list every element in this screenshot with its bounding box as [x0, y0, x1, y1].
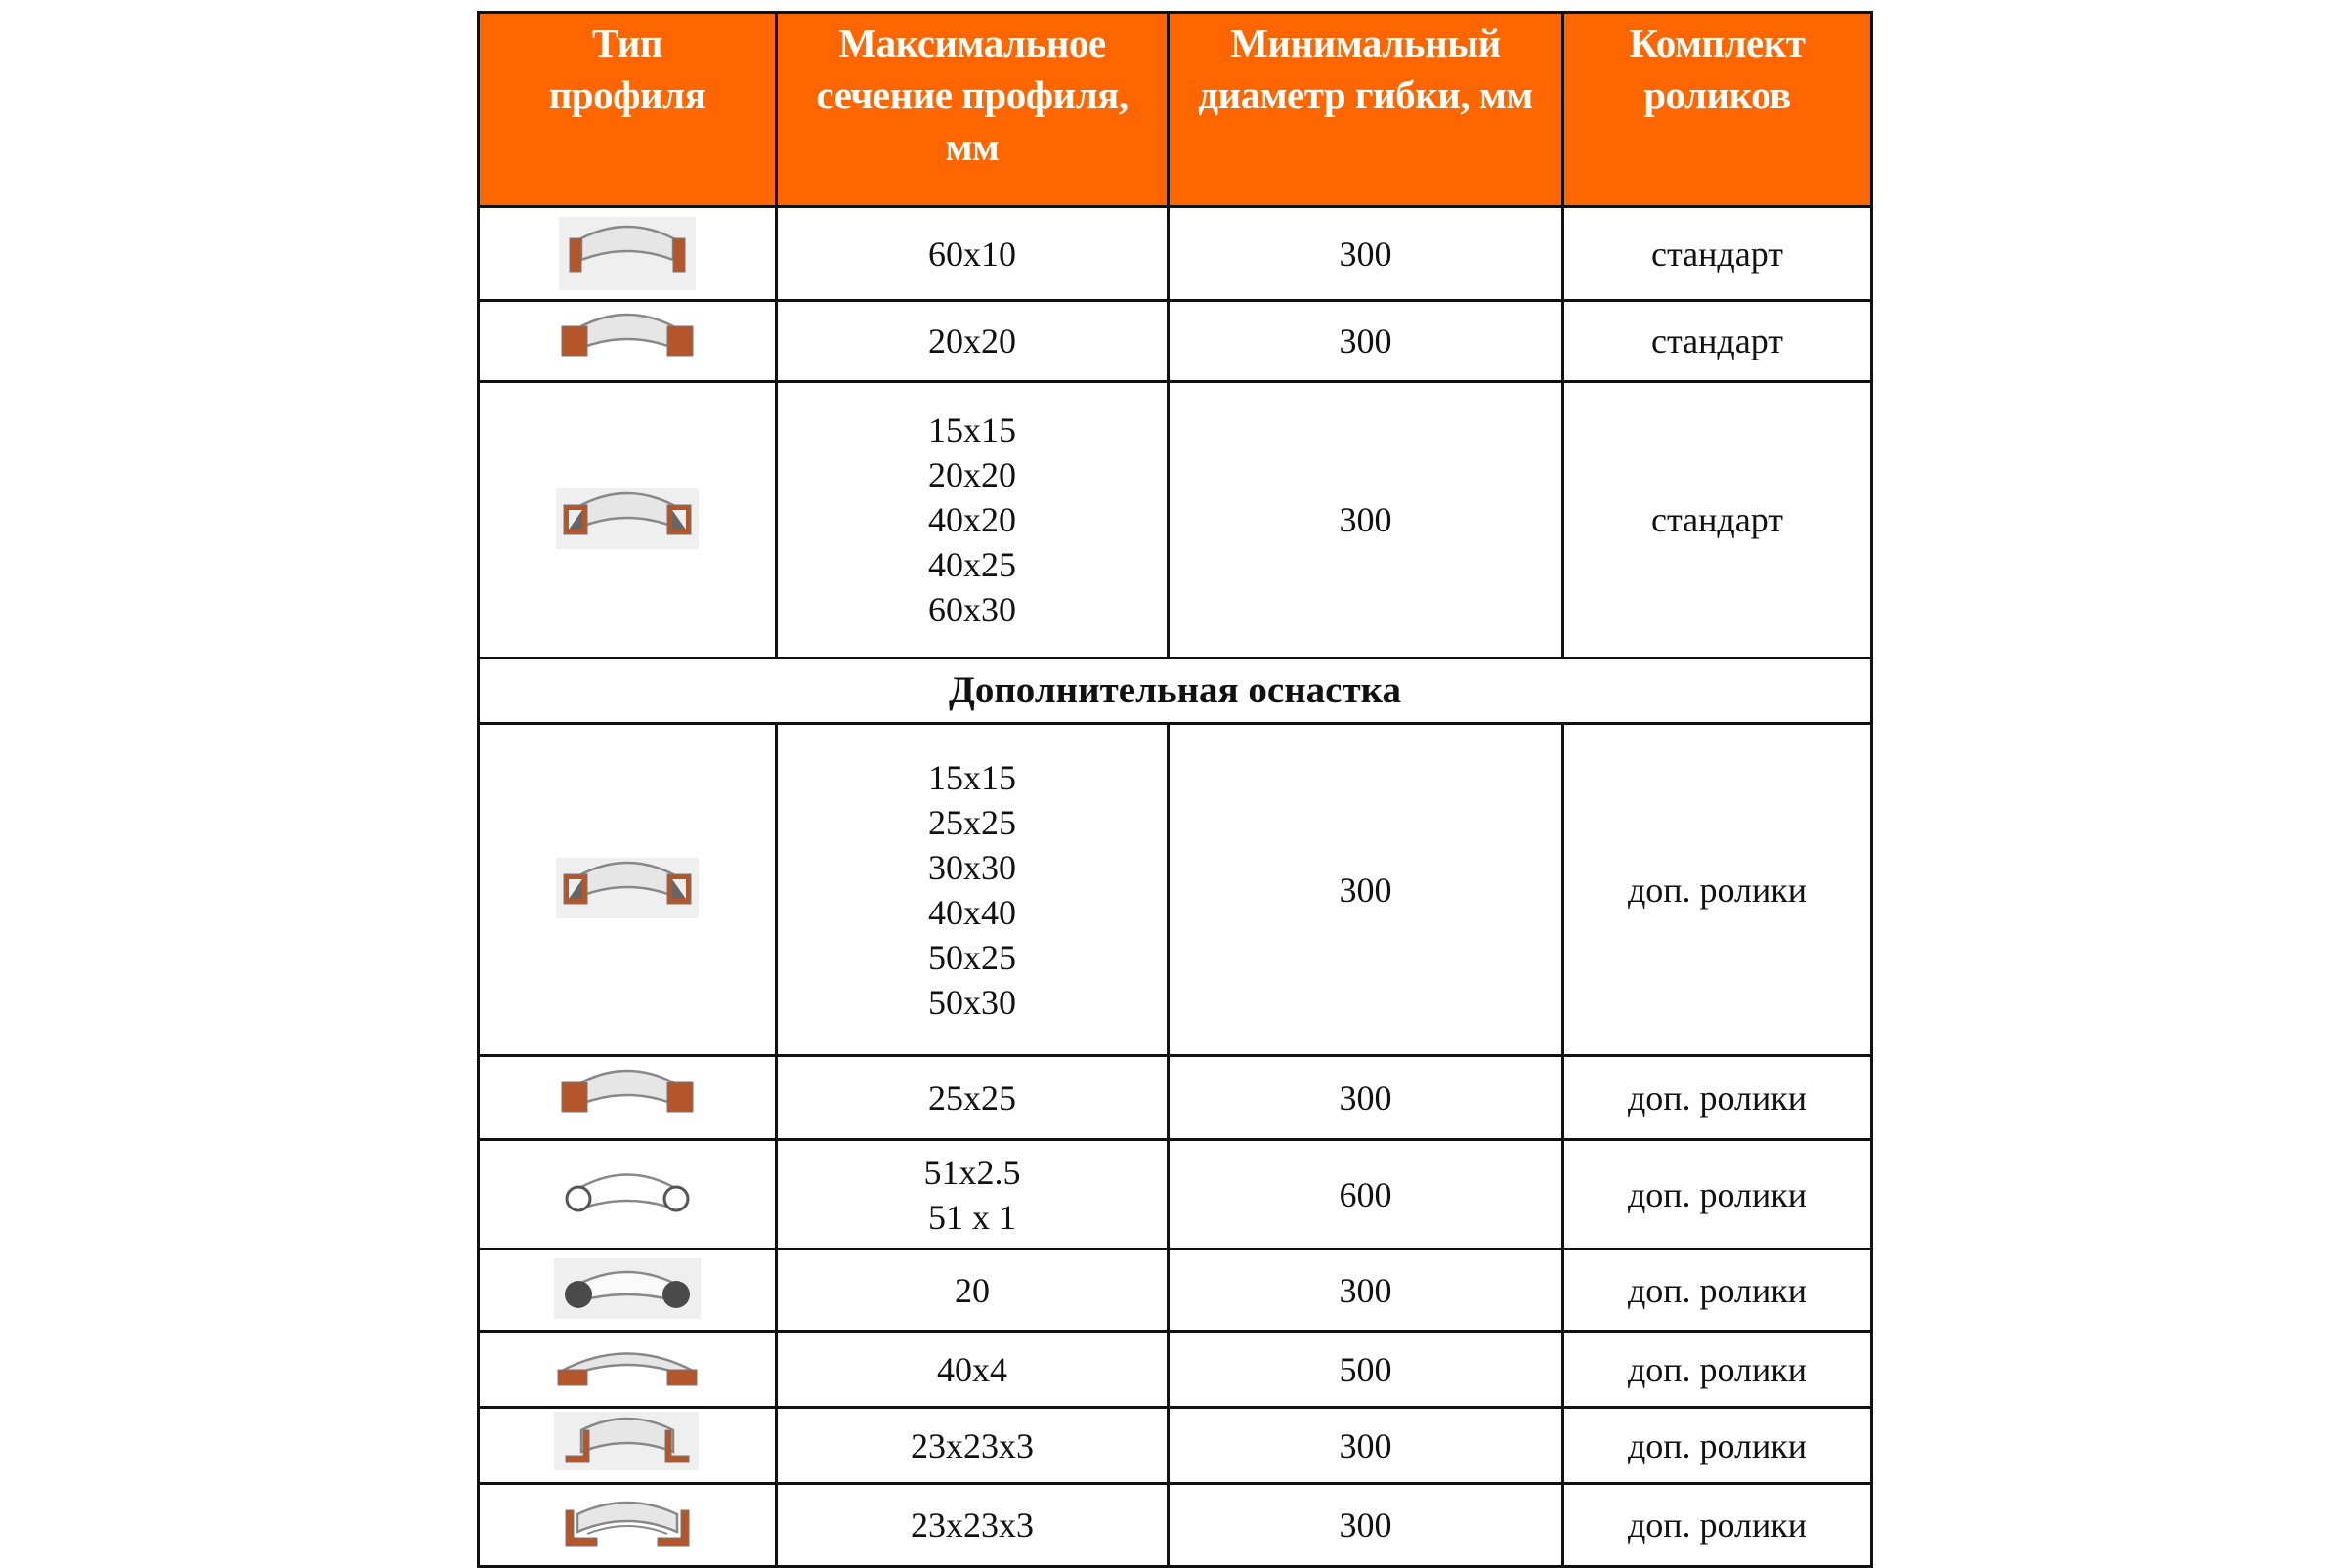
angle-in-icon	[565, 1501, 690, 1546]
section-value: 30x30	[928, 847, 1016, 887]
section-value: 15x15	[928, 410, 1016, 449]
profile-type-cell	[477, 1054, 778, 1141]
profile-type-cell	[477, 299, 778, 383]
profile-type-cell	[477, 380, 778, 659]
min-diameter-cell: 600	[1167, 1138, 1564, 1250]
max-section-cell: 60x10	[775, 205, 1170, 302]
roller-set-cell: доп. ролики	[1561, 1330, 1873, 1409]
section-value: 20	[955, 1270, 990, 1310]
min-diameter-cell: 500	[1167, 1330, 1564, 1409]
roller-set-cell: доп. ролики	[1561, 1482, 1873, 1568]
header-row: Тип профиля Максимальное сечение профиля…	[477, 11, 1873, 208]
section-value: 50x25	[928, 937, 1016, 977]
section-value: 25x25	[928, 802, 1016, 842]
profile-type-cell	[477, 1330, 778, 1409]
table-row: 23x23x3 300 доп. ролики	[477, 1482, 1873, 1568]
section-title: Дополнительная оснастка	[477, 657, 1873, 725]
profile-type-cell	[477, 205, 778, 302]
roller-set-cell: стандарт	[1561, 380, 1873, 659]
profile-type-cell	[477, 1138, 778, 1250]
section-value: 60x10	[928, 233, 1016, 274]
roller-set-cell: стандарт	[1561, 205, 1873, 302]
table-row: 20 300 доп. ролики	[477, 1248, 1873, 1333]
max-section-cell: 40x4	[775, 1330, 1170, 1409]
header-min-diameter: Минимальный диаметр гибки, мм	[1167, 11, 1564, 208]
section-row: Дополнительная оснастка	[477, 657, 1873, 725]
flat-bar-horizontal-icon	[557, 1352, 698, 1386]
table-row: 23x23x3 300 доп. ролики	[477, 1406, 1873, 1485]
section-value: 60x30	[928, 590, 1016, 629]
min-diameter-cell: 300	[1167, 299, 1564, 383]
profile-type-cell	[477, 1482, 778, 1568]
profile-type-cell	[477, 1248, 778, 1333]
section-value: 23x23x3	[911, 1505, 1034, 1545]
roller-set-cell: доп. ролики	[1561, 722, 1873, 1057]
section-value: 25x25	[928, 1078, 1016, 1118]
table-row: 60x10 300 стандарт	[477, 205, 1873, 302]
max-section-cell: 15x15 25x25 30x30 40x40 50x25 50x30	[775, 722, 1170, 1057]
min-diameter-cell: 300	[1167, 205, 1564, 302]
roller-set-cell: доп. ролики	[1561, 1138, 1873, 1250]
section-value: 20x20	[928, 455, 1016, 494]
max-section-cell: 51x2.5 51 x 1	[775, 1138, 1170, 1250]
min-diameter-cell: 300	[1167, 1406, 1564, 1485]
section-value: 40x40	[928, 892, 1016, 932]
table-row: 51x2.5 51 x 1 600 доп. ролики	[477, 1138, 1873, 1250]
max-section-cell: 25x25	[775, 1054, 1170, 1141]
table-row: 15x15 20x20 40x20 40x25 60x30 300 стандарт	[477, 380, 1873, 659]
header-roller-set: Комплект роликов	[1561, 11, 1873, 208]
profile-bending-table: Тип профиля Максимальное сечение профиля…	[477, 11, 1873, 1568]
min-diameter-cell: 300	[1167, 380, 1564, 659]
table-row: 40x4 500 доп. ролики	[477, 1330, 1873, 1409]
section-value: 51 x 1	[928, 1197, 1016, 1237]
round-tube-icon	[565, 1173, 690, 1212]
min-diameter-cell: 300	[1167, 1054, 1564, 1141]
header-max-section: Максимальное сечение профиля, мм	[775, 11, 1170, 208]
section-value: 23x23x3	[911, 1425, 1034, 1465]
min-diameter-cell: 300	[1167, 1248, 1564, 1333]
section-value: 40x25	[928, 545, 1016, 584]
table-row: 15x15 25x25 30x30 40x40 50x25 50x30 300 доп. ро…	[477, 722, 1873, 1057]
header-profile-type: Тип профиля	[477, 11, 778, 208]
profile-type-cell	[477, 1406, 778, 1485]
table-row: 20x20 300 стандарт	[477, 299, 1873, 383]
min-diameter-cell: 300	[1167, 1482, 1564, 1568]
max-section-cell: 15x15 20x20 40x20 40x25 60x30	[775, 380, 1170, 659]
square-tube-icon	[556, 487, 699, 549]
max-section-cell: 23x23x3	[775, 1406, 1170, 1485]
section-value: 51x2.5	[923, 1152, 1021, 1192]
roller-set-cell: доп. ролики	[1561, 1054, 1873, 1141]
flat-bar-vertical-icon	[559, 217, 696, 290]
roller-set-cell: доп. ролики	[1561, 1406, 1873, 1485]
profile-type-cell	[477, 722, 778, 1057]
max-section-cell: 20	[775, 1248, 1170, 1333]
section-value: 50x30	[928, 982, 1016, 1022]
roller-set-cell: стандарт	[1561, 299, 1873, 383]
square-bar-icon	[561, 1069, 694, 1113]
section-value: 15x15	[928, 757, 1016, 797]
section-value: 40x20	[928, 500, 1016, 539]
square-bar-icon	[561, 313, 694, 356]
round-bar-icon	[554, 1258, 701, 1319]
section-value: 40x4	[937, 1349, 1007, 1389]
table-row: 25x25 300 доп. ролики	[477, 1054, 1873, 1141]
max-section-cell: 23x23x3	[775, 1482, 1170, 1568]
min-diameter-cell: 300	[1167, 722, 1564, 1057]
max-section-cell: 20x20	[775, 299, 1170, 383]
angle-out-icon	[554, 1412, 699, 1470]
section-value: 20x20	[928, 321, 1016, 360]
roller-set-cell: доп. ролики	[1561, 1248, 1873, 1333]
square-tube-icon	[556, 858, 699, 918]
